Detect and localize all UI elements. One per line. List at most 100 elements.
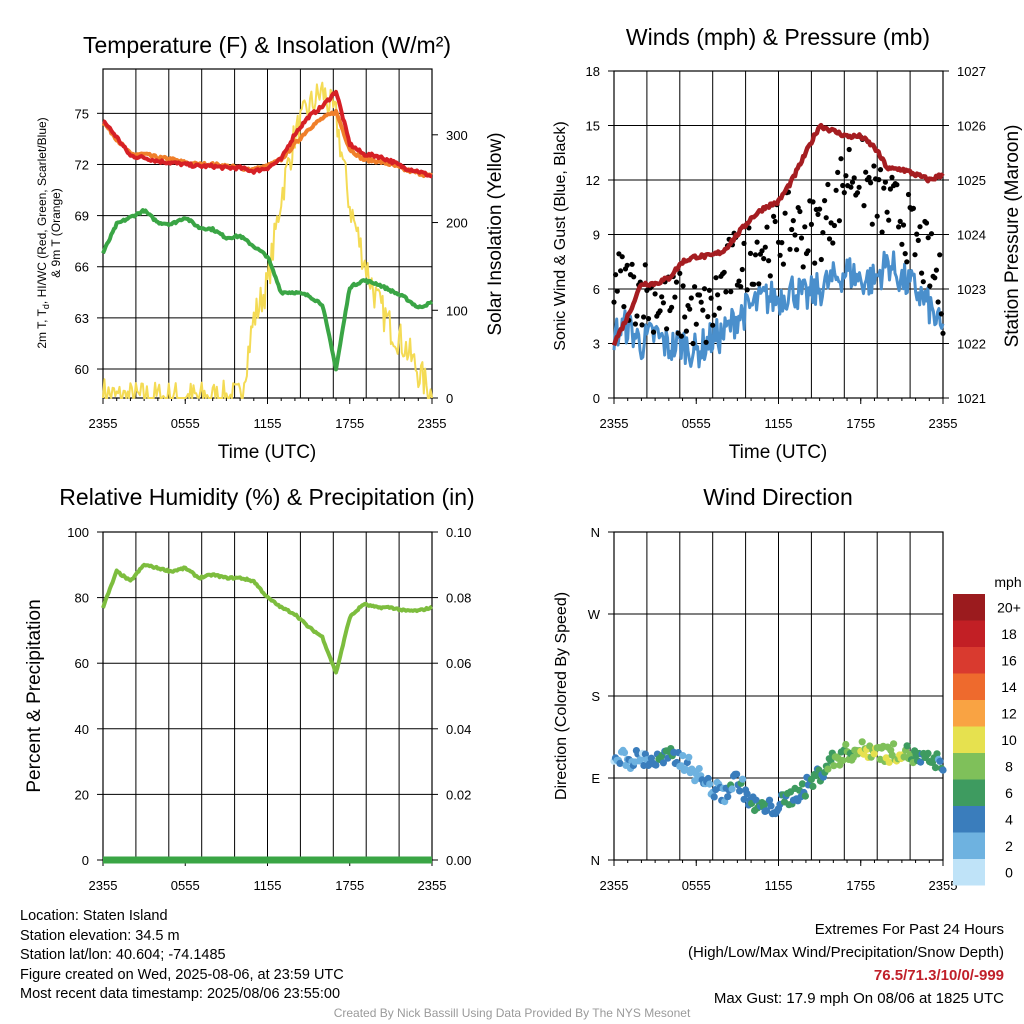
legend-swatch	[953, 859, 985, 886]
gust-point	[833, 187, 839, 193]
wind-direction-point	[839, 756, 847, 765]
gust-point	[894, 182, 900, 188]
temperature-y2-tick-label: 0	[446, 391, 453, 406]
gust-point	[932, 275, 938, 281]
gust-point	[822, 198, 828, 204]
gust-point	[854, 190, 861, 196]
humidity-y2-tick-label: 0.10	[446, 525, 471, 540]
gust-point	[935, 299, 941, 305]
winds-x-tick-label: 0555	[682, 416, 711, 431]
gust-point	[937, 252, 943, 258]
gust-point	[800, 264, 806, 270]
humidity-x-tick-label: 1755	[335, 878, 364, 893]
gust-point	[613, 272, 619, 278]
wind-direction-point	[890, 740, 898, 748]
station-latlon: Station lat/lon: 40.604; -74.1485	[20, 947, 226, 963]
humidity-y2-tick-label: 0.08	[446, 591, 471, 606]
wind-direction-point	[724, 793, 732, 801]
legend-swatch	[953, 726, 985, 753]
gust-point	[919, 270, 925, 276]
winds-x-tick-label: 1755	[846, 416, 875, 431]
gust-point	[838, 156, 844, 162]
station-location: Location: Staten Island	[20, 908, 168, 924]
gust-point	[723, 289, 729, 295]
humidity-y2-tick-label: 0.04	[446, 722, 471, 737]
gust-point	[744, 287, 750, 293]
gust-point	[728, 289, 734, 295]
legend-label: 0	[1005, 864, 1013, 880]
gust-point	[876, 177, 882, 183]
gust-point	[843, 173, 849, 179]
gust-point	[632, 321, 639, 327]
winds-y-tick-label: 18	[586, 64, 600, 79]
gust-point	[672, 294, 678, 300]
winds-y-tick-label: 9	[593, 228, 600, 243]
winds-y2-tick-label: 1026	[957, 119, 986, 134]
gust-point	[751, 281, 757, 287]
gust-point	[802, 224, 808, 230]
winds-y2-tick-label: 1024	[957, 228, 986, 243]
gust-point	[869, 221, 875, 227]
gust-point	[896, 224, 902, 230]
gust-point	[701, 286, 708, 292]
temperature-y-tick-label: 69	[75, 209, 89, 224]
gust-point	[782, 210, 788, 216]
gust-point	[756, 281, 762, 287]
gust-point	[830, 240, 836, 246]
gust-point	[889, 174, 895, 180]
wind-direction-point	[842, 740, 850, 749]
gust-point	[767, 273, 773, 279]
wind-direction-x-tick-label: 1155	[765, 878, 793, 893]
gust-point	[882, 179, 889, 185]
temperature-y2-tick-label: 200	[446, 216, 468, 231]
gust-point	[818, 256, 824, 263]
legend-swatch	[953, 779, 985, 806]
gust-point	[677, 270, 683, 276]
gust-point	[887, 186, 894, 192]
wind-direction-title: Wind Direction	[703, 484, 853, 510]
wind-direction-point	[704, 774, 712, 783]
gust-point	[703, 339, 709, 345]
credit-line: Created By Nick Bassill Using Data Provi…	[333, 1006, 691, 1020]
gust-point	[696, 292, 703, 298]
wind-direction-y-tick-label: S	[591, 689, 600, 704]
gust-point	[641, 314, 647, 320]
gust-point	[881, 185, 887, 191]
legend-swatch	[953, 753, 985, 780]
gust-point	[652, 291, 658, 297]
temperature-x-tick-label: 2355	[418, 416, 447, 431]
humidity-y-tick-label: 60	[75, 656, 89, 671]
gust-point	[657, 308, 663, 314]
gust-point	[805, 248, 811, 254]
gust-point	[868, 180, 874, 186]
data-timestamp: Most recent data timestamp: 2025/08/06 2…	[20, 986, 341, 1002]
gust-point	[856, 184, 862, 190]
gust-point	[766, 258, 772, 264]
wind-direction-point	[801, 792, 810, 800]
wind-direction-point	[939, 766, 947, 774]
gust-point	[678, 333, 685, 339]
legend-swatch	[953, 620, 985, 647]
gust-point	[787, 246, 793, 252]
temperature-x-tick-label: 2355	[89, 416, 118, 431]
gust-point	[614, 288, 620, 294]
wind-direction-point	[870, 750, 878, 758]
winds-panel: Winds (mph) & Pressure (mb) Time (UTC) S…	[552, 24, 1023, 463]
gust-point	[650, 329, 657, 335]
gust-point	[823, 215, 829, 221]
gust-point	[912, 252, 918, 258]
winds-title: Winds (mph) & Pressure (mb)	[626, 24, 930, 50]
gust-point	[664, 326, 670, 332]
extremes-values: 76.5/71.3/10/0/-999	[873, 967, 1004, 984]
wind-direction-point	[824, 765, 832, 773]
gust-point	[619, 254, 625, 260]
gust-point	[840, 182, 846, 189]
wind-direction-panel: Wind Direction Direction (Colored By Spe…	[553, 484, 1022, 893]
gust-point	[790, 218, 796, 224]
gust-point	[810, 199, 816, 205]
gust-point	[642, 262, 648, 268]
wind-direction-point	[679, 752, 687, 760]
temperature-y-tick-label: 60	[75, 362, 89, 377]
gust-point	[836, 218, 843, 224]
gust-point	[659, 294, 665, 300]
